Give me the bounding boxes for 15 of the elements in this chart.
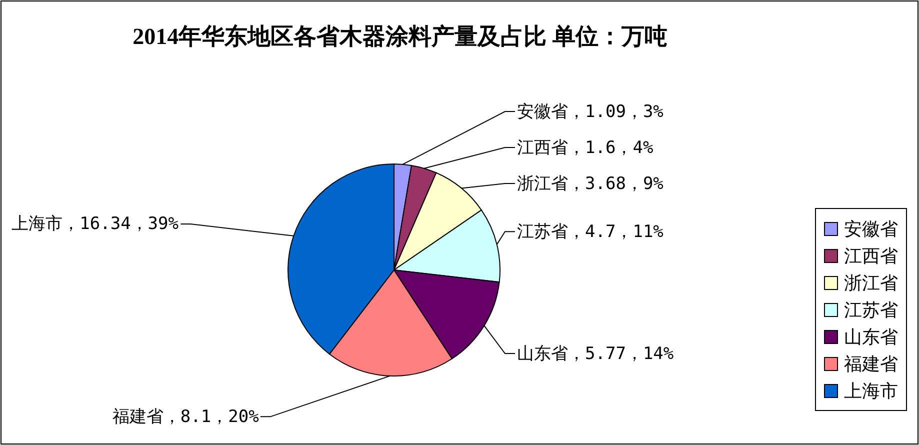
chart-title: 2014年华东地区各省木器涂料产量及占比 单位：万吨 bbox=[132, 23, 668, 51]
data-label: 江西省，1.6，4% bbox=[517, 136, 654, 159]
data-label: 福建省，8.1，20% bbox=[112, 406, 259, 428]
legend-label: 福建省 bbox=[844, 352, 898, 376]
legend-label: 山东省 bbox=[844, 326, 898, 348]
legend-label: 江西省 bbox=[844, 244, 898, 268]
legend-label: 上海市 bbox=[844, 380, 898, 402]
legend-label: 江苏省 bbox=[844, 298, 898, 322]
legend-label: 安徽省 bbox=[844, 218, 898, 240]
data-label: 安徽省，1.09，3% bbox=[517, 100, 664, 123]
data-label: 山东省，5.77，14% bbox=[517, 342, 674, 365]
legend-label: 浙江省 bbox=[844, 272, 898, 294]
data-label: 上海市，16.34，39% bbox=[12, 213, 179, 235]
data-label: 浙江省，3.68，9% bbox=[517, 172, 664, 195]
data-label: 江苏省，4.7，11% bbox=[517, 220, 664, 243]
